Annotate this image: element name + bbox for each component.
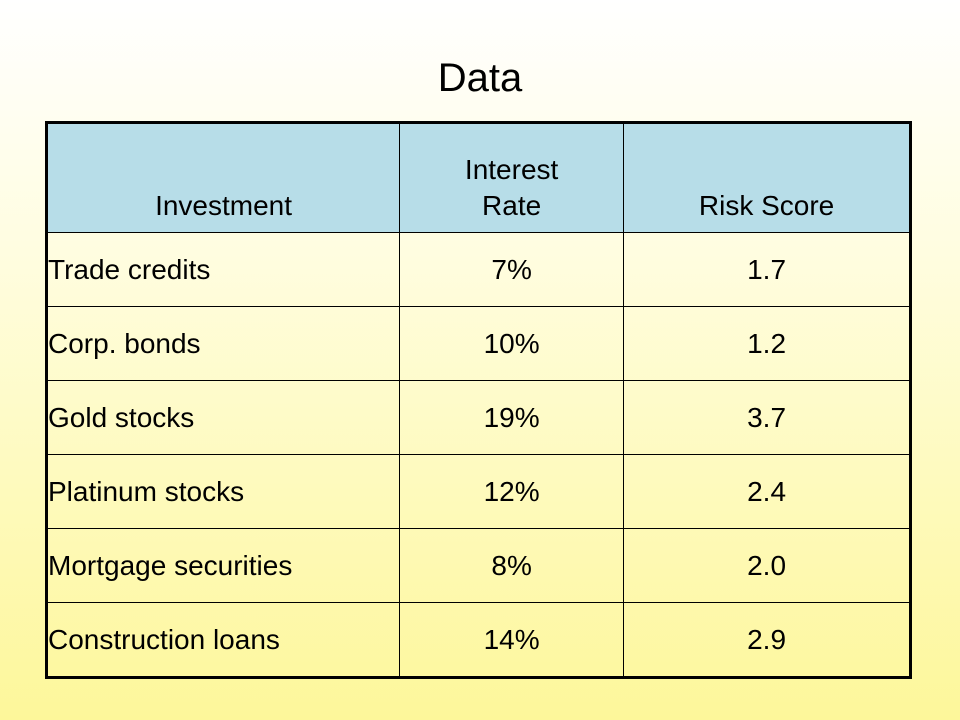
risk-score-cell: 1.2 bbox=[623, 306, 911, 381]
column-header-interest-rate: Interest Rate bbox=[399, 122, 625, 233]
risk-score-cell: 3.7 bbox=[623, 380, 911, 455]
interest-rate-cell: 8% bbox=[399, 528, 625, 603]
interest-rate-cell: 19% bbox=[399, 380, 625, 455]
column-header-investment: Investment bbox=[45, 122, 401, 233]
table-header-row: Investment Interest Rate Risk Score bbox=[45, 122, 911, 233]
risk-score-cell: 2.4 bbox=[623, 454, 911, 529]
table-row: Platinum stocks 12% 2.4 bbox=[45, 454, 911, 529]
risk-score-cell: 2.9 bbox=[623, 602, 911, 678]
interest-rate-cell: 14% bbox=[399, 602, 625, 678]
table-row: Gold stocks 19% 3.7 bbox=[45, 380, 911, 455]
table-row: Mortgage securities 8% 2.0 bbox=[45, 528, 911, 603]
investment-table: Investment Interest Rate Risk Score Trad… bbox=[45, 121, 912, 679]
risk-score-cell: 2.0 bbox=[623, 528, 911, 603]
investment-cell: Trade credits bbox=[45, 232, 401, 307]
column-header-risk-score: Risk Score bbox=[623, 122, 911, 233]
table-row: Construction loans 14% 2.9 bbox=[45, 602, 911, 678]
investment-cell: Corp. bonds bbox=[45, 306, 401, 381]
column-header-interest-rate-line1: Interest bbox=[464, 154, 559, 185]
interest-rate-cell: 10% bbox=[399, 306, 625, 381]
table-row: Corp. bonds 10% 1.2 bbox=[45, 306, 911, 381]
table-row: Trade credits 7% 1.7 bbox=[45, 232, 911, 307]
investment-cell: Mortgage securities bbox=[45, 528, 401, 603]
risk-score-cell: 1.7 bbox=[623, 232, 911, 307]
column-header-interest-rate-line2: Rate bbox=[482, 190, 542, 221]
investment-cell: Gold stocks bbox=[45, 380, 401, 455]
investment-cell: Construction loans bbox=[45, 602, 401, 678]
investment-cell: Platinum stocks bbox=[45, 454, 401, 529]
slide-title: Data bbox=[437, 56, 523, 100]
interest-rate-cell: 7% bbox=[399, 232, 625, 307]
interest-rate-cell: 12% bbox=[399, 454, 625, 529]
